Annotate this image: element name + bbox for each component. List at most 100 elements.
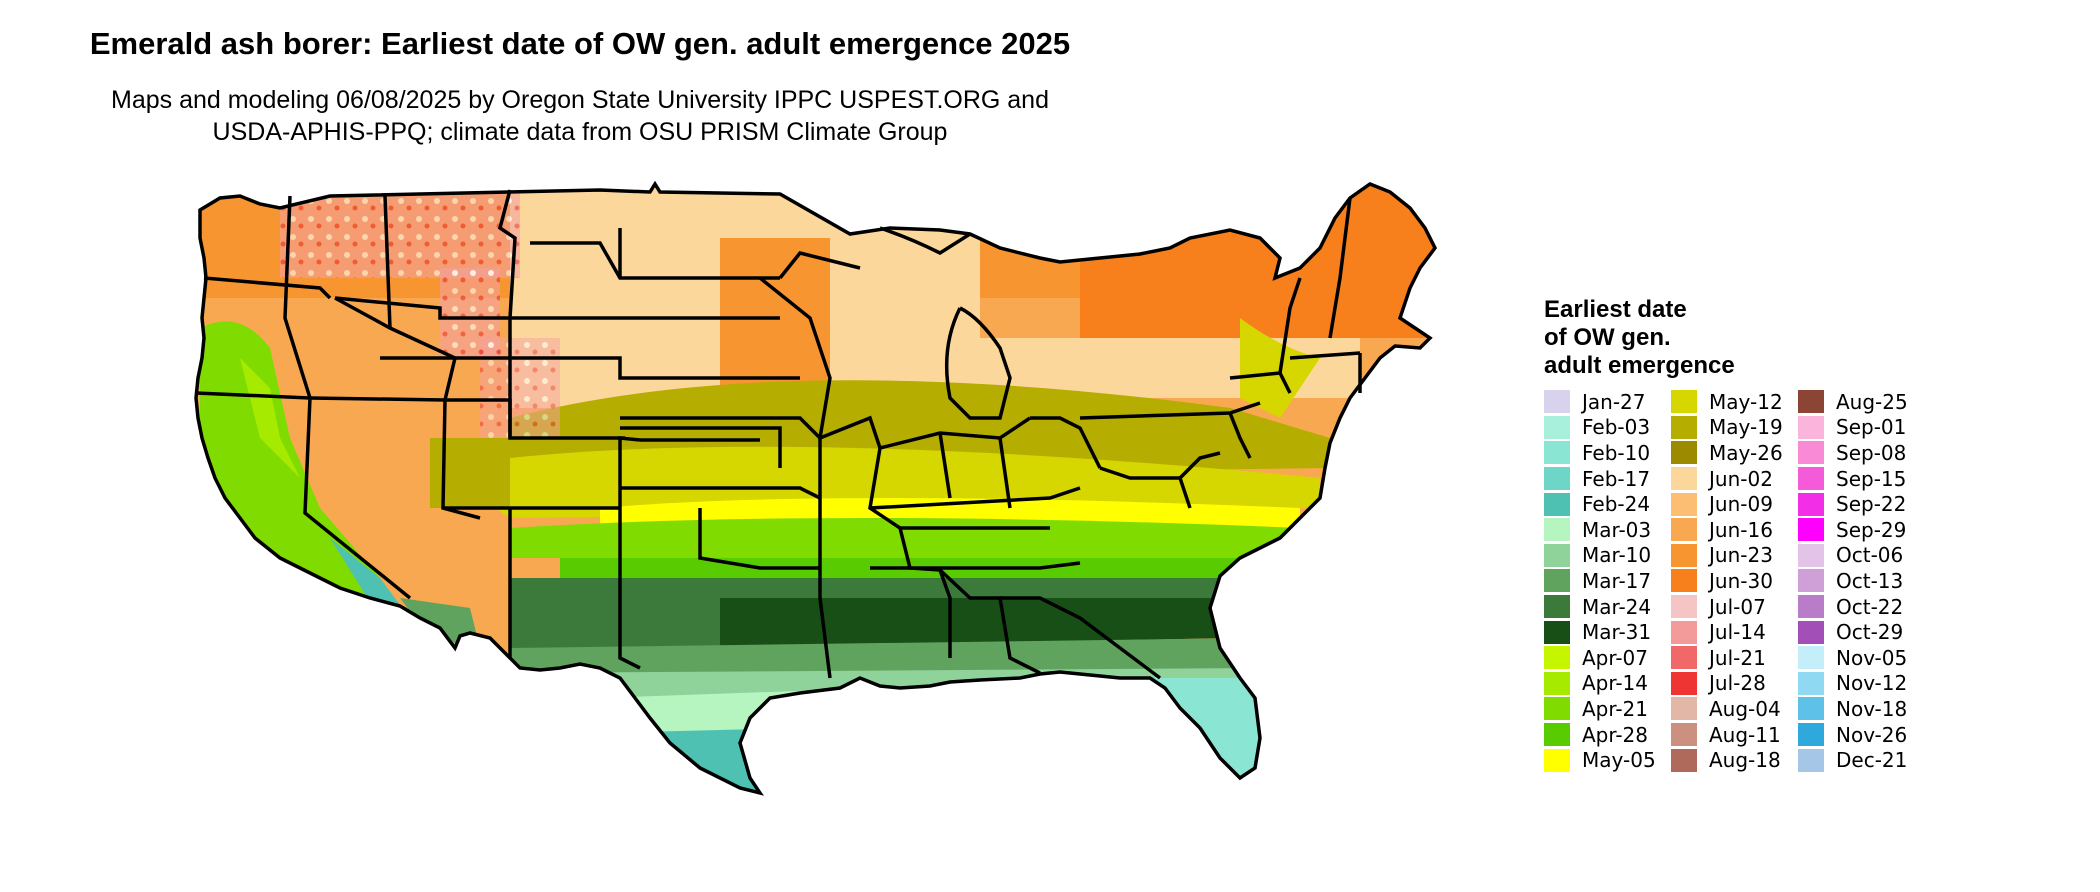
emergence-date-raster <box>196 184 1435 793</box>
legend-swatch <box>1798 569 1824 593</box>
legend-item: Jun-16 <box>1671 517 1783 543</box>
legend-item: Nov-05 <box>1798 645 1908 671</box>
legend-title-line-1: Earliest date <box>1544 296 1687 323</box>
legend-swatch <box>1544 671 1570 695</box>
legend-label: Aug-04 <box>1709 696 1781 721</box>
legend-swatch <box>1671 697 1697 721</box>
legend-item: Dec-21 <box>1798 747 1908 773</box>
legend-item: Apr-28 <box>1544 722 1656 748</box>
legend-column: May-12 May-19 May-26 Jun-02 Jun-09 Jun-16 Jun-… <box>1671 389 1783 773</box>
legend-swatch <box>1798 492 1824 516</box>
legend-swatch <box>1798 620 1824 644</box>
legend-column: Jan-27 Feb-03 Feb-10 Feb-17 Feb-24 Mar-03 Mar-… <box>1544 389 1656 773</box>
legend-swatch <box>1798 646 1824 670</box>
legend-swatch <box>1544 595 1570 619</box>
legend-item: Feb-24 <box>1544 491 1656 517</box>
legend-label: Apr-28 <box>1582 722 1648 747</box>
map-subtitle: Maps and modeling 06/08/2025 by Oregon S… <box>0 84 1630 148</box>
legend-label: Jul-07 <box>1709 594 1766 619</box>
legend-swatch <box>1544 518 1570 542</box>
legend-title: Earliest date of OW gen. adult emergence <box>1544 296 1735 380</box>
us-emergence-map <box>194 180 1438 796</box>
state-borders <box>194 180 1438 796</box>
legend-item: Apr-14 <box>1544 671 1656 697</box>
legend-swatch <box>1544 415 1570 439</box>
legend-label: Apr-21 <box>1582 696 1648 721</box>
legend-item: Jun-09 <box>1671 491 1783 517</box>
legend-label: Sep-29 <box>1836 517 1907 542</box>
legend-item: Aug-11 <box>1671 722 1783 748</box>
legend-label: Nov-18 <box>1836 696 1908 721</box>
legend-label: Aug-18 <box>1709 748 1781 773</box>
legend-label: Nov-12 <box>1836 671 1908 696</box>
legend-item: Aug-04 <box>1671 696 1783 722</box>
legend-item: Mar-10 <box>1544 543 1656 569</box>
legend-label: Jul-28 <box>1709 671 1766 696</box>
legend-item: Mar-03 <box>1544 517 1656 543</box>
legend-swatch <box>1798 697 1824 721</box>
legend-item: May-05 <box>1544 747 1656 773</box>
legend-item: Feb-03 <box>1544 415 1656 441</box>
legend-label: Jun-23 <box>1709 543 1773 568</box>
legend-swatch <box>1544 620 1570 644</box>
legend-item: Mar-17 <box>1544 568 1656 594</box>
legend-swatch <box>1671 543 1697 567</box>
legend-title-line-3: adult emergence <box>1544 352 1735 379</box>
legend-swatch <box>1798 467 1824 491</box>
legend-item: Jul-07 <box>1671 594 1783 620</box>
legend-label: Apr-07 <box>1582 645 1648 670</box>
legend-item: Aug-25 <box>1798 389 1908 415</box>
legend-swatch <box>1544 390 1570 414</box>
legend-label: Oct-13 <box>1836 568 1904 593</box>
legend-label: May-26 <box>1709 440 1783 465</box>
legend-item: May-19 <box>1671 415 1783 441</box>
legend-item: May-26 <box>1671 440 1783 466</box>
legend-item: Jun-23 <box>1671 543 1783 569</box>
legend-label: Feb-10 <box>1582 440 1651 465</box>
legend-item: Oct-06 <box>1798 543 1908 569</box>
legend-label: May-12 <box>1709 389 1783 414</box>
legend-label: Sep-15 <box>1836 466 1907 491</box>
legend-item: Sep-15 <box>1798 466 1908 492</box>
legend-swatch <box>1544 569 1570 593</box>
legend-label: Jun-02 <box>1709 466 1773 491</box>
legend-label: Sep-22 <box>1836 492 1907 517</box>
legend-label: Mar-10 <box>1582 543 1652 568</box>
legend-swatch <box>1671 595 1697 619</box>
legend-item: Aug-18 <box>1671 747 1783 773</box>
legend-item: Nov-12 <box>1798 671 1908 697</box>
legend-item: Jul-14 <box>1671 619 1783 645</box>
legend-label: May-05 <box>1582 748 1656 773</box>
legend-item: Jun-30 <box>1671 568 1783 594</box>
legend-label: Apr-14 <box>1582 671 1648 696</box>
legend-label: Oct-06 <box>1836 543 1904 568</box>
legend-item: Jul-21 <box>1671 645 1783 671</box>
legend-item: May-12 <box>1671 389 1783 415</box>
map-title: Emerald ash borer: Earliest date of OW g… <box>89 26 1071 61</box>
legend-swatch <box>1544 441 1570 465</box>
legend-label: May-19 <box>1709 415 1783 440</box>
legend-swatch <box>1544 467 1570 491</box>
legend-swatch <box>1671 518 1697 542</box>
legend-swatch <box>1671 646 1697 670</box>
legend-label: Oct-29 <box>1836 620 1904 645</box>
legend-swatch <box>1798 441 1824 465</box>
legend-item: Mar-31 <box>1544 619 1656 645</box>
legend-item: Feb-10 <box>1544 440 1656 466</box>
legend-item: Sep-29 <box>1798 517 1908 543</box>
legend-swatch <box>1544 748 1570 772</box>
legend-label: Mar-24 <box>1582 594 1652 619</box>
legend-label: Nov-26 <box>1836 722 1908 747</box>
legend-item: Nov-18 <box>1798 696 1908 722</box>
legend-swatch <box>1544 723 1570 747</box>
legend-swatch <box>1798 723 1824 747</box>
legend-item: Jul-28 <box>1671 671 1783 697</box>
legend-swatch <box>1671 467 1697 491</box>
legend-item: Oct-22 <box>1798 594 1908 620</box>
legend-label: Sep-01 <box>1836 415 1907 440</box>
legend-swatch <box>1544 646 1570 670</box>
legend-swatch <box>1544 543 1570 567</box>
legend-label: Sep-08 <box>1836 440 1907 465</box>
legend-label: Mar-31 <box>1582 620 1652 645</box>
legend-label: Feb-03 <box>1582 415 1651 440</box>
